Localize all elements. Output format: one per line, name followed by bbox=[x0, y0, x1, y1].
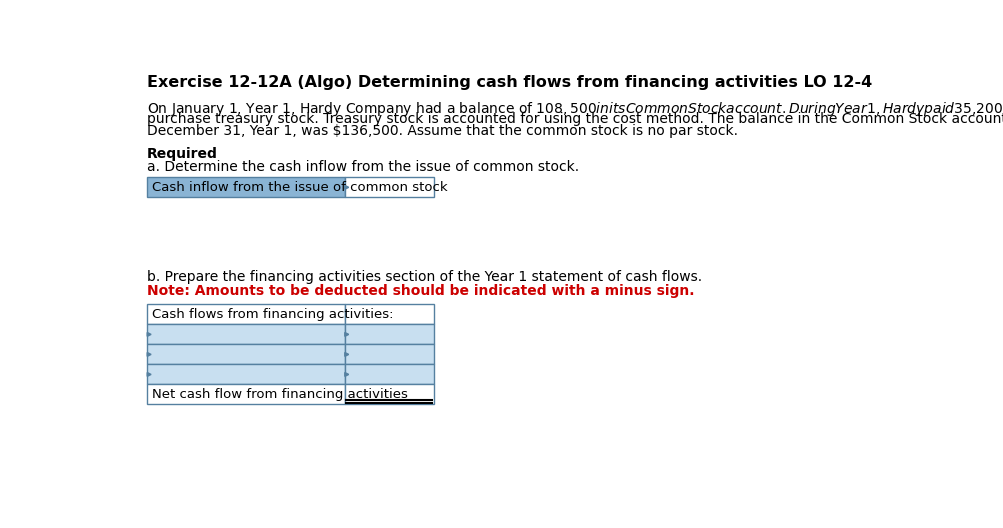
Text: b. Prepare the financing activities section of the Year 1 statement of cash flow: b. Prepare the financing activities sect… bbox=[147, 270, 702, 285]
Polygon shape bbox=[147, 373, 150, 376]
Bar bbox=[147, 177, 344, 197]
Polygon shape bbox=[147, 353, 150, 356]
Bar bbox=[344, 384, 433, 404]
Text: Cash inflow from the issue of common stock: Cash inflow from the issue of common sto… bbox=[151, 181, 447, 194]
Polygon shape bbox=[344, 373, 348, 376]
Bar bbox=[344, 304, 433, 324]
Text: Net cash flow from financing activities: Net cash flow from financing activities bbox=[151, 388, 407, 401]
Bar bbox=[147, 384, 344, 404]
Bar bbox=[344, 177, 433, 197]
Polygon shape bbox=[344, 353, 348, 356]
Polygon shape bbox=[344, 333, 348, 336]
Bar bbox=[344, 364, 433, 384]
Polygon shape bbox=[344, 185, 348, 189]
Text: Note: Amounts to be deducted should be indicated with a minus sign.: Note: Amounts to be deducted should be i… bbox=[147, 284, 694, 298]
Text: On January 1, Year 1, Hardy Company had a balance of $108,500 in its Common Stoc: On January 1, Year 1, Hardy Company had … bbox=[147, 100, 1003, 118]
Text: Cash flows from financing activities:: Cash flows from financing activities: bbox=[151, 308, 393, 321]
Bar bbox=[147, 364, 344, 384]
Polygon shape bbox=[147, 333, 150, 336]
Bar bbox=[147, 304, 344, 324]
Bar bbox=[147, 324, 344, 344]
Bar bbox=[344, 324, 433, 344]
Text: Exercise 12-12A (Algo) Determining cash flows from financing activities LO 12-4: Exercise 12-12A (Algo) Determining cash … bbox=[147, 75, 872, 90]
Text: December 31, Year 1, was $136,500. Assume that the common stock is no par stock.: December 31, Year 1, was $136,500. Assum… bbox=[147, 124, 737, 138]
Text: purchase treasury stock. Treasury stock is accounted for using the cost method. : purchase treasury stock. Treasury stock … bbox=[147, 112, 1003, 126]
Text: a. Determine the cash inflow from the issue of common stock.: a. Determine the cash inflow from the is… bbox=[147, 161, 579, 174]
Bar bbox=[344, 344, 433, 364]
Bar bbox=[147, 344, 344, 364]
Text: Required: Required bbox=[147, 147, 218, 161]
